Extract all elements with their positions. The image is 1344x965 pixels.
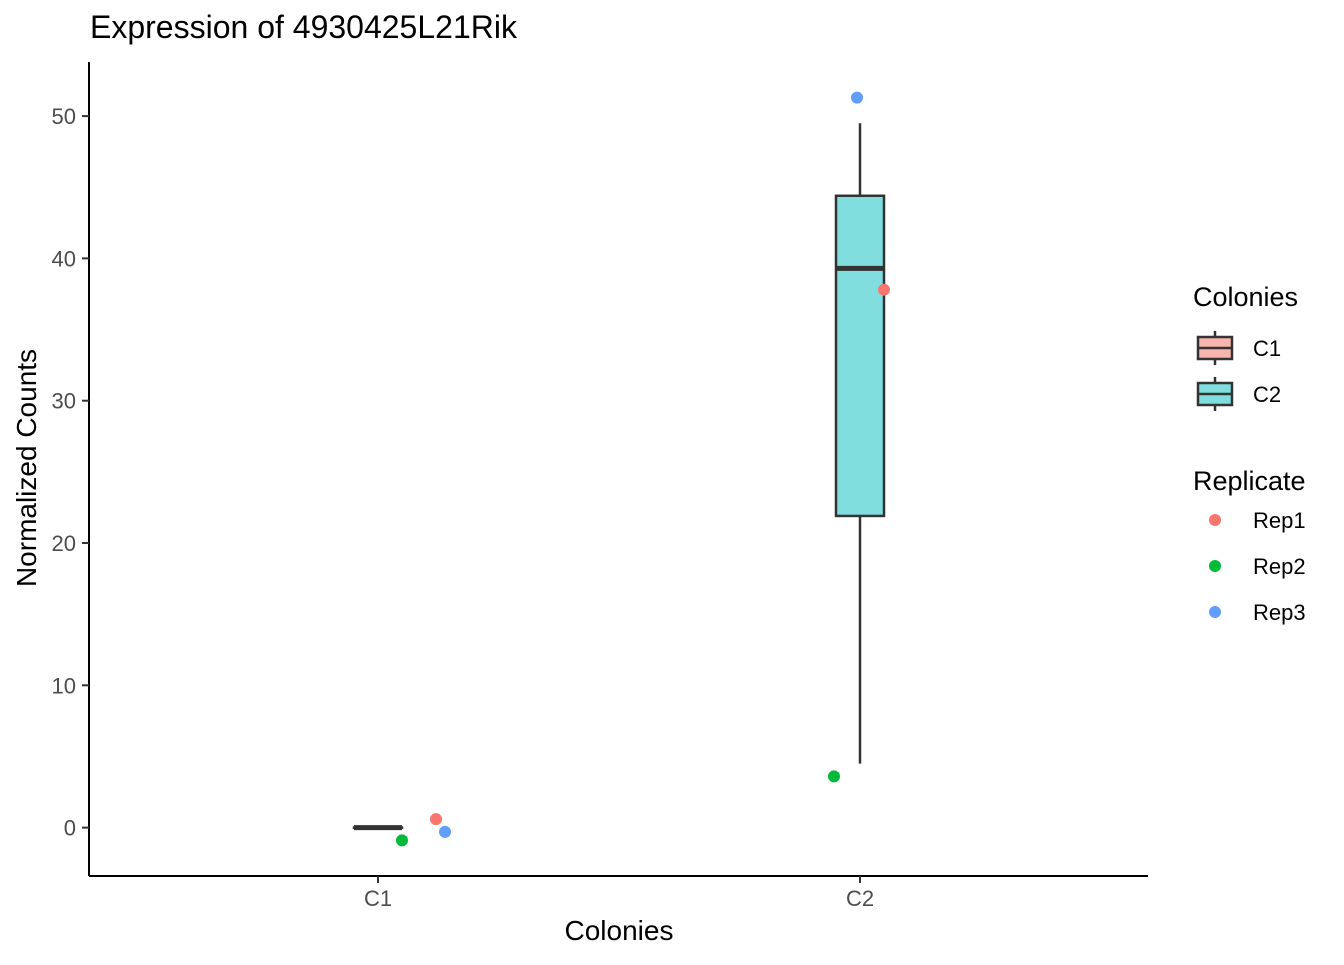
y-axis-label: Normalized Counts <box>11 349 42 587</box>
box-c2 <box>836 123 884 763</box>
x-axis-label: Colonies <box>565 915 674 946</box>
point-c1-rep2 <box>396 834 408 846</box>
point-c1-rep3 <box>439 826 451 838</box>
legend-label: Rep1 <box>1253 508 1306 533</box>
x-tick-label: C2 <box>846 886 874 911</box>
legend-label: Rep2 <box>1253 554 1306 579</box>
legend-colonies: Colonies C1 C2 <box>1193 282 1298 411</box>
point-c2-rep3 <box>851 92 863 104</box>
y-tick-label: 50 <box>52 104 76 129</box>
legend: Colonies C1 C2 Replicate Rep1 Rep2 Rep3 <box>1193 282 1306 625</box>
point-c2-rep1 <box>878 284 890 296</box>
x-tick-label: C1 <box>364 886 392 911</box>
y-tick-label: 40 <box>52 246 76 271</box>
legend-label: C1 <box>1253 336 1281 361</box>
legend-label: Rep3 <box>1253 600 1306 625</box>
legend-title: Colonies <box>1193 282 1298 312</box>
legend-key-point <box>1209 514 1221 526</box>
legend-key-point <box>1209 560 1221 572</box>
y-tick-label: 20 <box>52 531 76 556</box>
legend-label: C2 <box>1253 382 1281 407</box>
y-tick-label: 0 <box>64 816 76 841</box>
y-tick-label: 10 <box>52 673 76 698</box>
y-tick-label: 30 <box>52 389 76 414</box>
legend-title: Replicate <box>1193 466 1306 496</box>
plot-area: 0 10 20 30 40 50 C1 C2 <box>52 62 1148 911</box>
legend-replicate: Replicate Rep1 Rep2 Rep3 <box>1193 466 1306 625</box>
legend-key-point <box>1209 606 1221 618</box>
point-c2-rep2 <box>828 770 840 782</box>
point-c1-rep1 <box>430 813 442 825</box>
box-body <box>836 196 884 516</box>
chart-title: Expression of 4930425L21Rik <box>90 9 518 45</box>
